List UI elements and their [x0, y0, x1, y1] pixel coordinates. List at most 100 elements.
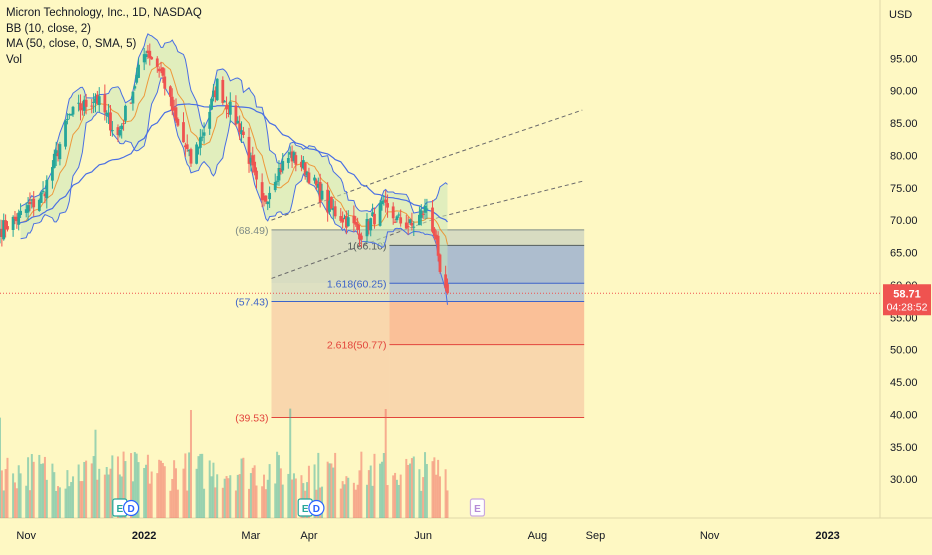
earnings-badge [469, 498, 486, 517]
fib-level-label: 1.618(60.25) [327, 278, 387, 290]
volume-bar [160, 460, 163, 518]
price-tick-label: 80.00 [890, 150, 918, 162]
fib-zone-gray [271, 283, 390, 302]
time-tick-label: Aug [528, 530, 548, 542]
candle-body [359, 235, 363, 240]
volume-bar [45, 479, 48, 518]
volume-bar [276, 451, 279, 518]
candle-body [446, 284, 449, 294]
candle-body [421, 213, 425, 215]
candle-body [339, 216, 343, 221]
candle-body [393, 221, 397, 223]
fib-level-label: (39.53) [235, 412, 268, 424]
candle-body [67, 114, 71, 116]
candle-body [13, 216, 17, 219]
candle-body [223, 101, 227, 103]
volume-bar [412, 456, 415, 518]
time-tick-label: Jun [414, 530, 432, 542]
volume-bar [188, 452, 191, 518]
volume-bar [433, 457, 436, 518]
ma-legend[interactable]: MA (50, close, 0, SMA, 5) [6, 38, 137, 50]
candle-body [313, 177, 316, 181]
event-badge-label: E [116, 504, 123, 515]
bollinger-legend[interactable]: BB (10, close, 2) [6, 22, 92, 35]
candle-body [404, 222, 408, 229]
volume-bar [98, 468, 101, 518]
candle-body [26, 205, 30, 213]
candle-body [4, 220, 8, 230]
volume-bar [424, 452, 427, 518]
candle-body [17, 212, 21, 225]
volume-bar [28, 490, 31, 518]
volume-bar [326, 461, 329, 518]
candle-body [30, 199, 34, 201]
candle-body [122, 123, 125, 125]
candle-body [187, 149, 191, 152]
candle-body [343, 217, 346, 219]
volume-bar [248, 488, 251, 518]
volume-bar [150, 471, 153, 518]
candle-body [172, 107, 176, 111]
volume-bar [90, 463, 93, 518]
volume-bar [307, 465, 310, 518]
volume-bar [343, 484, 346, 518]
volume-bar [79, 481, 82, 518]
candle-body [391, 206, 395, 219]
price-tick-label: 90.00 [890, 86, 918, 98]
candle-body [155, 58, 159, 67]
volume-bar [156, 473, 159, 518]
volume-bar [109, 468, 112, 518]
candle-body [215, 78, 219, 101]
candle-body [41, 190, 45, 192]
candle-body [331, 208, 335, 211]
currency-label: USD [889, 9, 912, 21]
candle-body [195, 144, 198, 164]
volume-bar [287, 473, 290, 518]
volume-bar [189, 409, 192, 518]
event-badge-label: D [127, 504, 134, 515]
volume-bar [409, 463, 412, 518]
candle-body [268, 192, 272, 200]
volume-bar [399, 474, 402, 518]
candle-body [45, 180, 49, 199]
volume-bar [369, 465, 372, 518]
candle-body [174, 107, 178, 121]
volume-bar [42, 463, 45, 518]
volume-bar [19, 473, 22, 518]
price-tick-label: 40.00 [890, 409, 918, 421]
volume-bar [367, 470, 370, 518]
volume-bar [70, 482, 73, 518]
volume-legend[interactable]: Vol [6, 53, 22, 66]
fib-level-label: 2.618(50.77) [327, 340, 387, 352]
volume-bar [261, 486, 264, 518]
volume-bar [439, 476, 441, 518]
candle-body [24, 209, 28, 213]
candle-body [107, 113, 110, 116]
price-tick-label: 50.00 [890, 345, 918, 357]
candle-body [51, 167, 54, 181]
candle-body [221, 79, 225, 103]
volume-bar [437, 459, 440, 518]
volume-bar [356, 484, 359, 518]
event-badge-label: E [302, 504, 309, 515]
volume-bar [145, 464, 148, 518]
candle-body [303, 162, 307, 175]
volume-bar [199, 453, 202, 518]
candle-body [118, 129, 122, 136]
volume-bar [223, 478, 226, 518]
symbol-title[interactable]: Micron Technology, Inc., 1D, NASDAQ [6, 7, 202, 19]
candle-body [202, 132, 206, 136]
candles [0, 43, 449, 295]
candle-body [64, 120, 67, 147]
candle-body [315, 180, 318, 186]
volume-bar [173, 460, 176, 518]
price-tick-label: 65.00 [890, 248, 918, 260]
candle-body [262, 197, 266, 199]
volume-bar [184, 453, 187, 518]
candle-body [19, 210, 22, 215]
time-tick-label: 2022 [132, 530, 156, 542]
candle-body [253, 161, 257, 173]
volume-bar [15, 488, 18, 518]
